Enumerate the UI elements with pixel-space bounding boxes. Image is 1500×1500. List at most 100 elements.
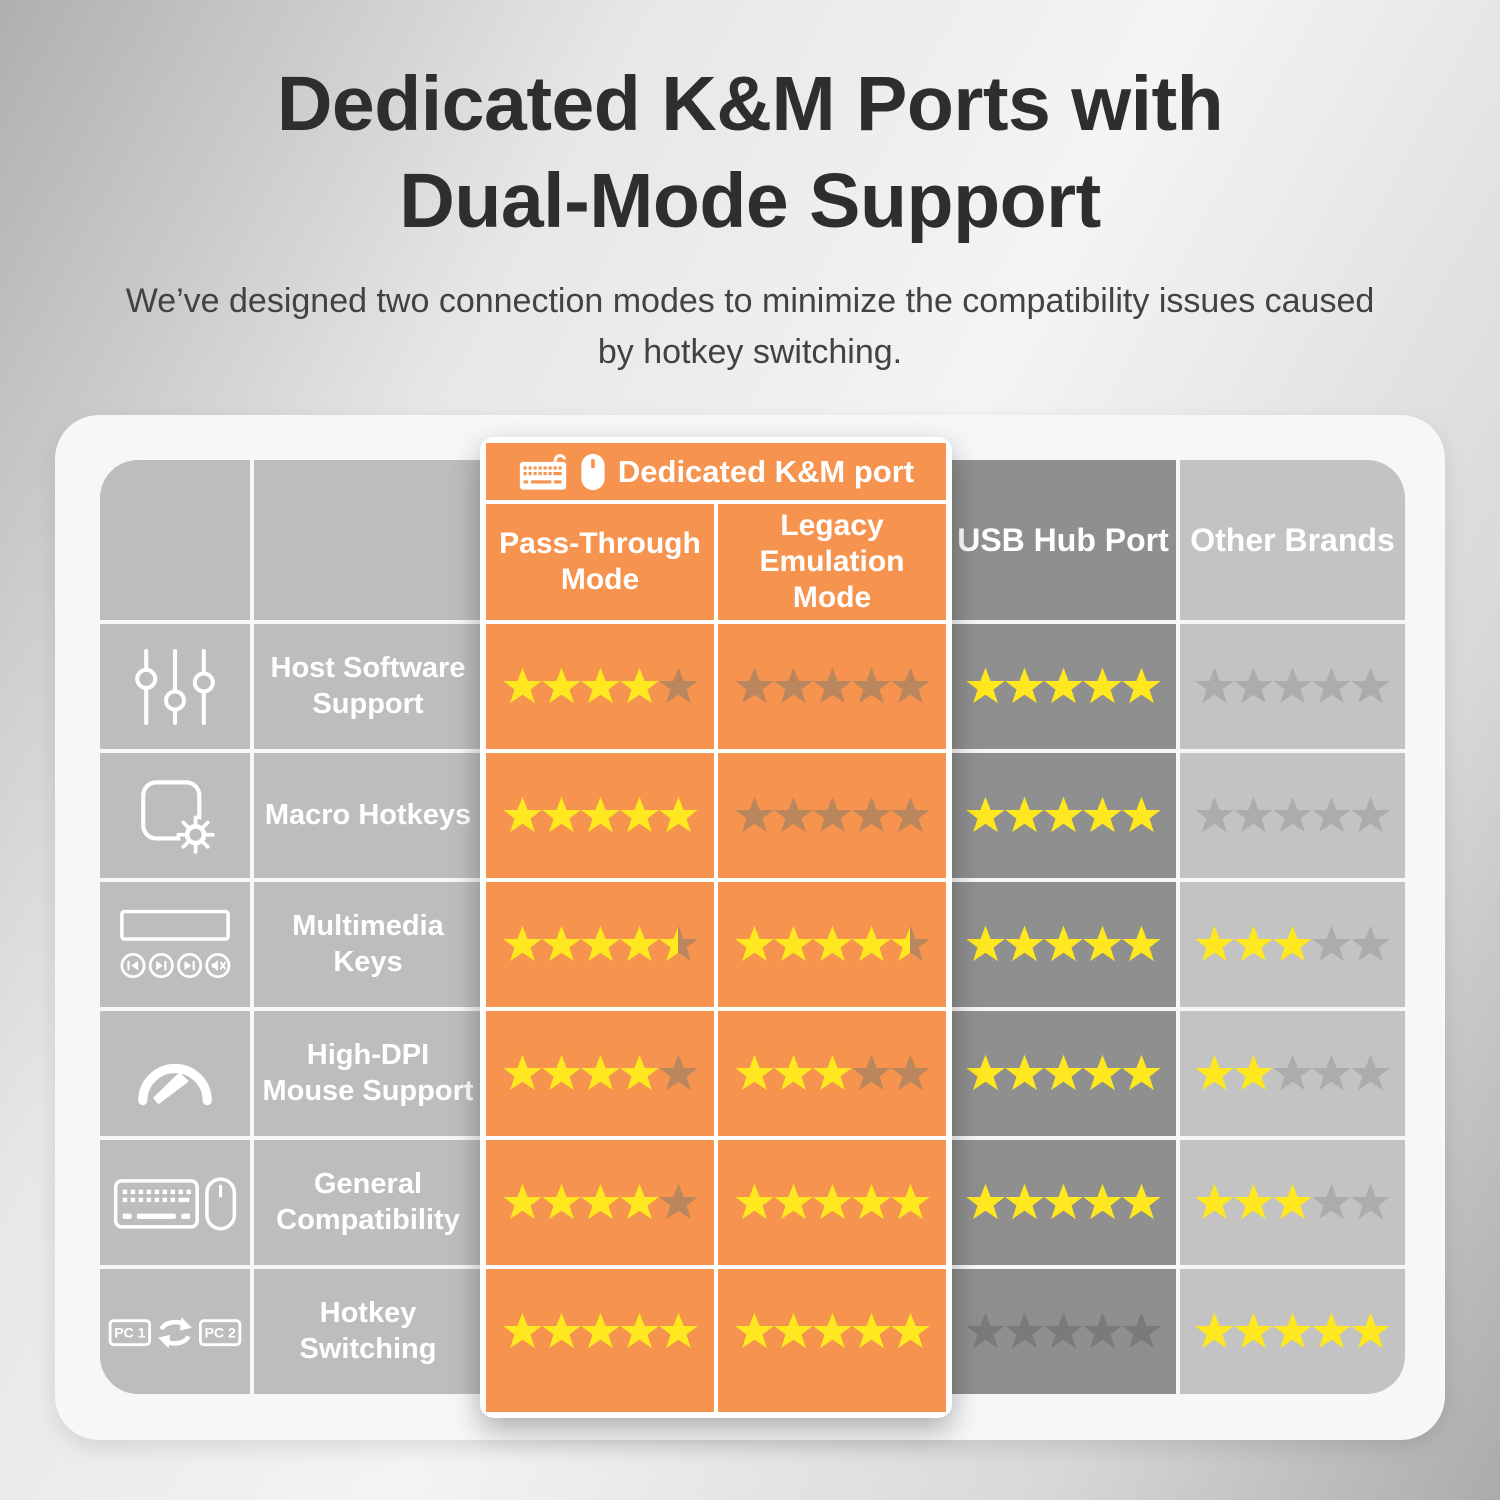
star-icon [965,1182,1006,1223]
star-rating [1195,1311,1390,1352]
star-rating [965,1182,1161,1223]
star-icon [851,1311,892,1352]
star-icon [812,795,853,836]
star-icon [1311,924,1352,965]
star-icon [734,1053,775,1094]
star-icon [1311,1311,1352,1352]
rating-other-brands [1180,753,1405,878]
star-rating [1195,1053,1390,1094]
star-icon [1350,795,1391,836]
star-icon [580,1182,621,1223]
star-icon [812,924,853,965]
star-rating [734,1311,931,1352]
rating-legacy-emulation [718,1011,946,1136]
star-icon [1233,1311,1274,1352]
star-icon [580,666,621,707]
star-rating [502,1182,699,1223]
star-icon [1043,1053,1084,1094]
star-icon [1311,1053,1352,1094]
gauge-icon [129,1036,221,1112]
star-rating [502,1053,698,1094]
star-icon [890,1311,931,1352]
rating-pass-through [486,753,714,878]
star-icon [1233,795,1274,836]
star-icon [1272,795,1313,836]
star-icon [1233,1053,1274,1094]
star-icon [1043,666,1084,707]
col-header-pass-through: Pass-Through Mode [486,504,714,620]
rating-pass-through [486,882,714,1007]
star-icon [619,1182,660,1223]
star-icon [812,666,853,707]
star-icon [502,666,543,707]
pc-switch-icon: PC 1 PC 2 [108,1307,242,1357]
star-icon [965,795,1006,836]
star-icon [580,1053,621,1094]
keyboard-mouse-icon [113,1174,237,1232]
comparison-table: USB Hub Port Other Brands Host Software … [100,437,1405,1418]
star-rating [502,666,699,707]
star-icon [619,666,660,707]
row-label: Hotkey Switching [254,1269,482,1394]
star-icon [541,1182,582,1223]
star-rating [1195,666,1390,707]
page-title-line1: Dedicated K&M Ports with [276,61,1224,147]
svg-text:PC 1: PC 1 [114,1324,145,1340]
star-icon [1350,1311,1391,1352]
star-icon [658,666,699,707]
star-icon [851,666,892,707]
star-icon [734,924,775,965]
page-title: Dedicated K&M Ports with Dual-Mode Suppor… [0,56,1500,250]
star-icon [541,924,582,965]
star-icon [1082,1053,1123,1094]
star-icon [773,1311,814,1352]
base-grid: USB Hub Port Other Brands Host Software … [100,460,1405,1394]
rating-pass-through [486,1269,714,1412]
row-icon-cell [100,624,250,749]
star-icon [734,1311,775,1352]
row-label: Macro Hotkeys [254,753,482,878]
star-icon [734,1182,775,1223]
star-icon [619,924,660,965]
star-icon [1194,1311,1235,1352]
rating-other-brands [1180,624,1405,749]
star-icon [1121,666,1162,707]
star-icon [773,924,814,965]
star-icon [1350,666,1391,707]
star-icon [1194,1053,1235,1094]
star-icon [890,666,931,707]
col-header-legacy-emulation: Legacy Emulation Mode [718,504,946,620]
page-title-line2: Dual-Mode Support [399,158,1101,245]
rating-pass-through [486,1140,714,1265]
star-icon [580,924,621,965]
star-icon [541,1053,582,1094]
star-icon [658,1182,699,1223]
star-icon [1121,924,1162,965]
star-rating [734,924,930,965]
star-icon [502,1053,543,1094]
star-icon [773,1182,814,1223]
star-icon [812,1311,853,1352]
star-icon [619,1311,660,1352]
rating-legacy-emulation [718,1269,946,1412]
row-label: Multimedia Keys [254,882,482,1007]
km-grid: Dedicated K&M port Pass-Through Mode Leg… [486,443,946,1412]
star-rating [734,1182,930,1223]
star-icon [1082,1311,1123,1352]
km-group-header-label: Dedicated K&M port [617,453,915,489]
star-icon [541,666,582,707]
star-icon [773,1053,814,1094]
star-icon [812,1182,853,1223]
row-icon-cell [100,1140,250,1265]
star-icon [1350,1053,1391,1094]
star-icon [734,795,775,836]
rating-legacy-emulation [718,753,946,878]
rating-other-brands [1180,882,1405,1007]
star-icon [1082,924,1123,965]
dedicated-km-card: Dedicated K&M port Pass-Through Mode Leg… [480,437,952,1418]
page-subtitle: We’ve designed two connection modes to m… [125,282,1375,372]
star-rating [734,666,931,707]
rating-usb-hub [950,1011,1176,1136]
row-label: Host Software Support [254,624,482,749]
rating-other-brands [1180,1140,1405,1265]
